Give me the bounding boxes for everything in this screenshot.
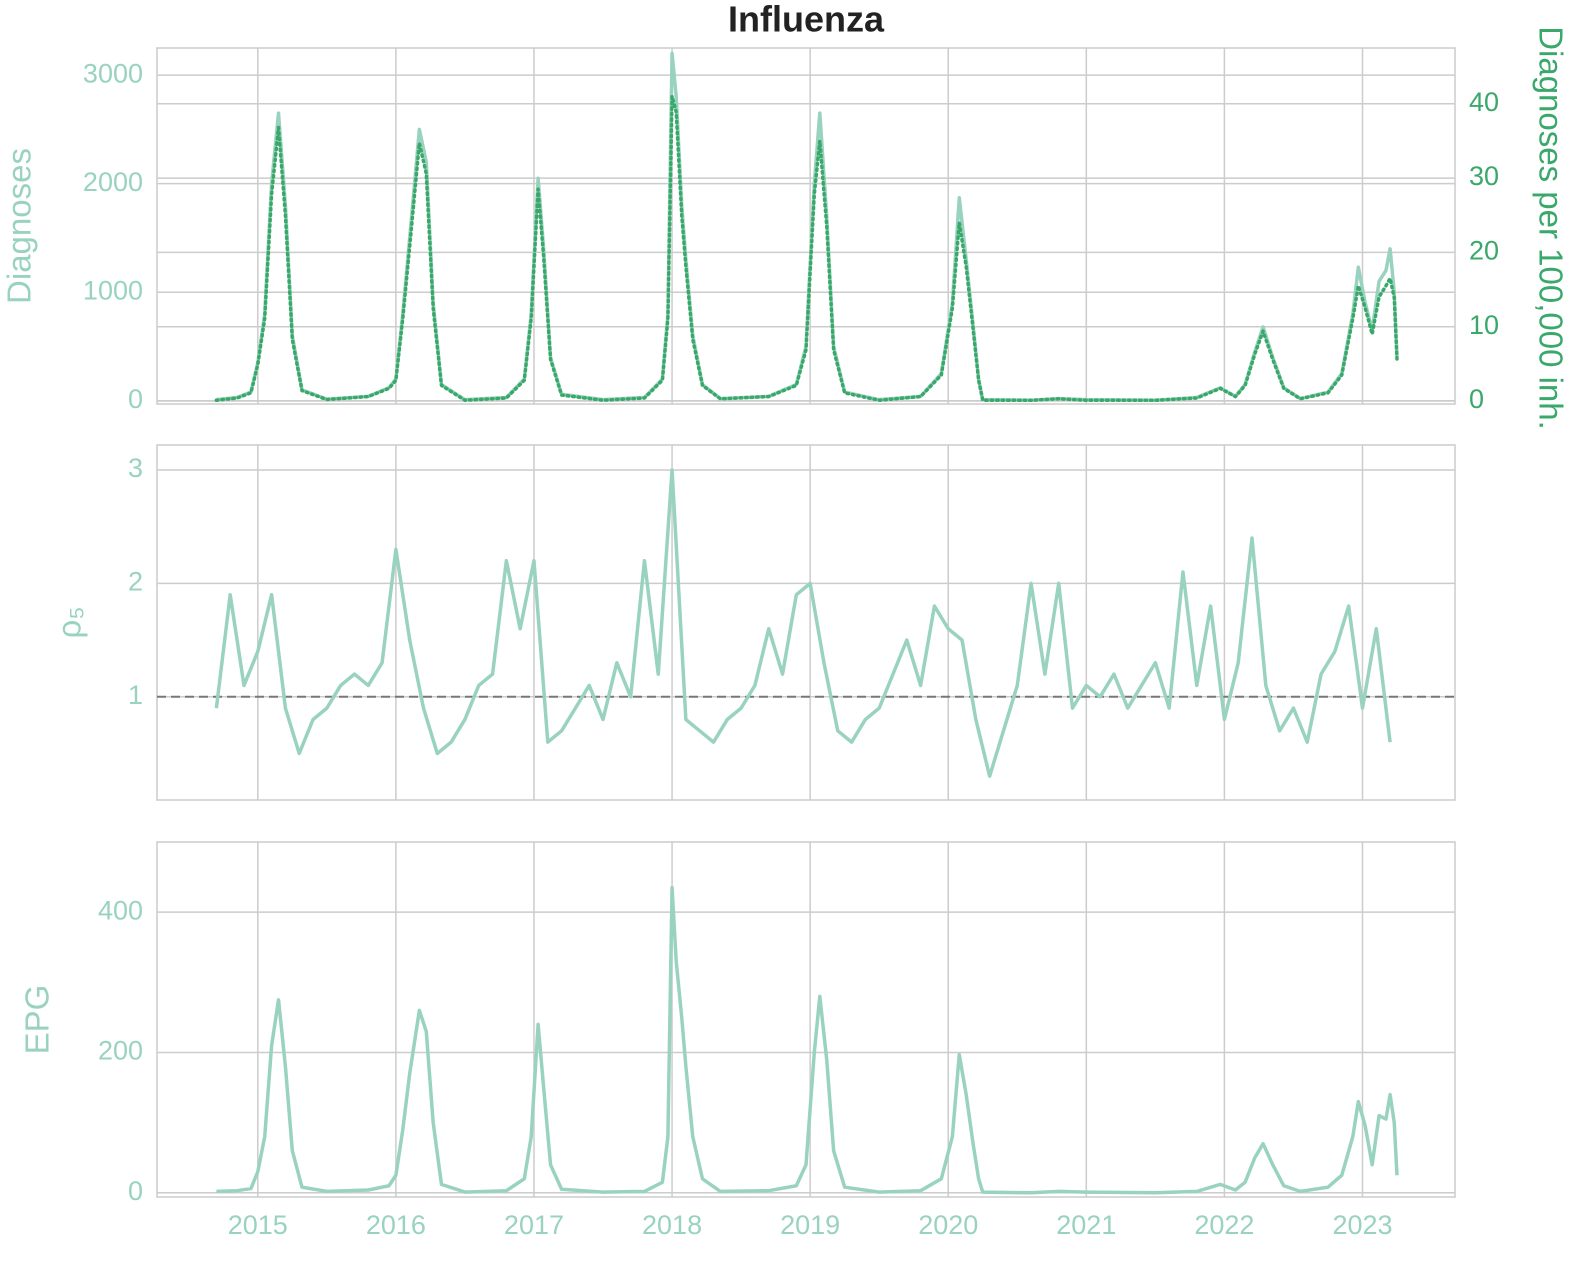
y-tick-label: 0 [128, 384, 143, 414]
y2-tick-label: 0 [1469, 384, 1484, 414]
y2-tick-label: 40 [1469, 87, 1499, 117]
x-tick-label: 2022 [1194, 1210, 1254, 1240]
x-tick-label: 2017 [504, 1210, 564, 1240]
series-line [216, 51, 1399, 402]
y-tick-label: 3 [128, 453, 143, 483]
x-tick-label: 2020 [918, 1210, 978, 1240]
y-axis-label: Diagnoses [1, 148, 38, 304]
series-line [214, 94, 1399, 403]
series-line [214, 468, 1392, 778]
y2-tick-label: 30 [1469, 161, 1499, 191]
y-tick-label: 200 [98, 1036, 143, 1066]
x-tick-label: 2021 [1056, 1210, 1116, 1240]
plot-frame [156, 444, 1456, 801]
y-tick-label: 400 [98, 895, 143, 925]
y2-tick-label: 20 [1469, 236, 1499, 266]
x-tick-label: 2016 [366, 1210, 426, 1240]
y-tick-label: 3000 [83, 58, 143, 88]
plot-frame [156, 841, 1456, 1198]
y-axis-label: EPG [19, 985, 56, 1055]
y-tick-label: 0 [128, 1176, 143, 1206]
plot-frame [156, 47, 1456, 405]
y-tick-label: 1000 [83, 275, 143, 305]
chart-title: Influenza [728, 0, 885, 40]
x-tick-label: 2019 [780, 1210, 840, 1240]
y2-tick-label: 10 [1469, 310, 1499, 340]
y-tick-label: 2 [128, 566, 143, 596]
y2-axis-label: Diagnoses per 100,000 inh. [1532, 26, 1569, 430]
x-tick-label: 2023 [1332, 1210, 1392, 1240]
y-tick-label: 2000 [83, 167, 143, 197]
x-tick-label: 2015 [228, 1210, 288, 1240]
y-tick-label: 1 [128, 680, 143, 710]
y-axis-label: ρ₅ [51, 606, 88, 638]
x-tick-label: 2018 [642, 1210, 702, 1240]
series-line [216, 885, 1399, 1195]
